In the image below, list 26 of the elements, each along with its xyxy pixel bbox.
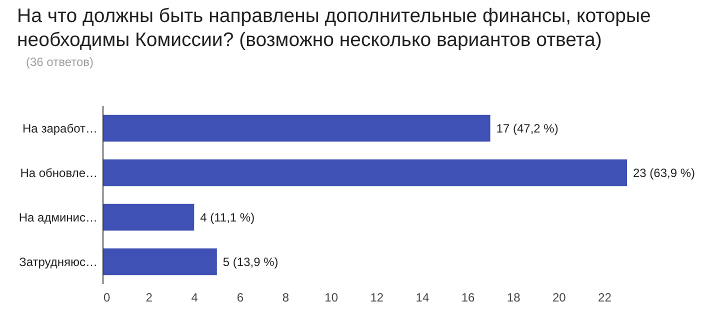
y-tick-label: На админис… <box>18 210 98 224</box>
x-tick-label: 20 <box>552 290 566 304</box>
x-tick-label: 4 <box>191 290 198 304</box>
x-tick-label: 14 <box>416 290 430 304</box>
x-tick-label: 10 <box>324 290 338 304</box>
y-tick-label: На обновле… <box>20 166 98 180</box>
bar <box>103 114 490 142</box>
chart-subtitle: (36 ответов) <box>26 55 94 69</box>
data-label: 23 (63,9 %) <box>633 166 696 180</box>
chart-title: На что должны быть направлены дополнительные финансы, которые необходимы Комиссии? (возможно несколько вариантов ответа) <box>17 4 652 52</box>
x-tick-label: 2 <box>146 290 153 304</box>
x-tick-label: 22 <box>598 290 612 304</box>
bar <box>103 248 217 276</box>
data-label: 5 (13,9 %) <box>222 254 278 269</box>
bar <box>103 204 194 231</box>
data-label: 17 (47,2 %) <box>496 121 558 136</box>
data-label: 4 (11,1 %) <box>200 210 255 224</box>
x-tick-label: 8 <box>282 290 290 304</box>
x-tick-label: 18 <box>506 290 521 304</box>
x-tick-label: 0 <box>104 290 110 304</box>
y-tick-label: На заработ… <box>22 121 98 136</box>
x-tick-label: 16 <box>461 290 476 304</box>
bar <box>103 159 627 186</box>
y-tick-label: Затрудняюс… <box>19 254 98 269</box>
x-tick-label: 12 <box>370 290 384 304</box>
x-tick-label: 6 <box>236 290 244 304</box>
